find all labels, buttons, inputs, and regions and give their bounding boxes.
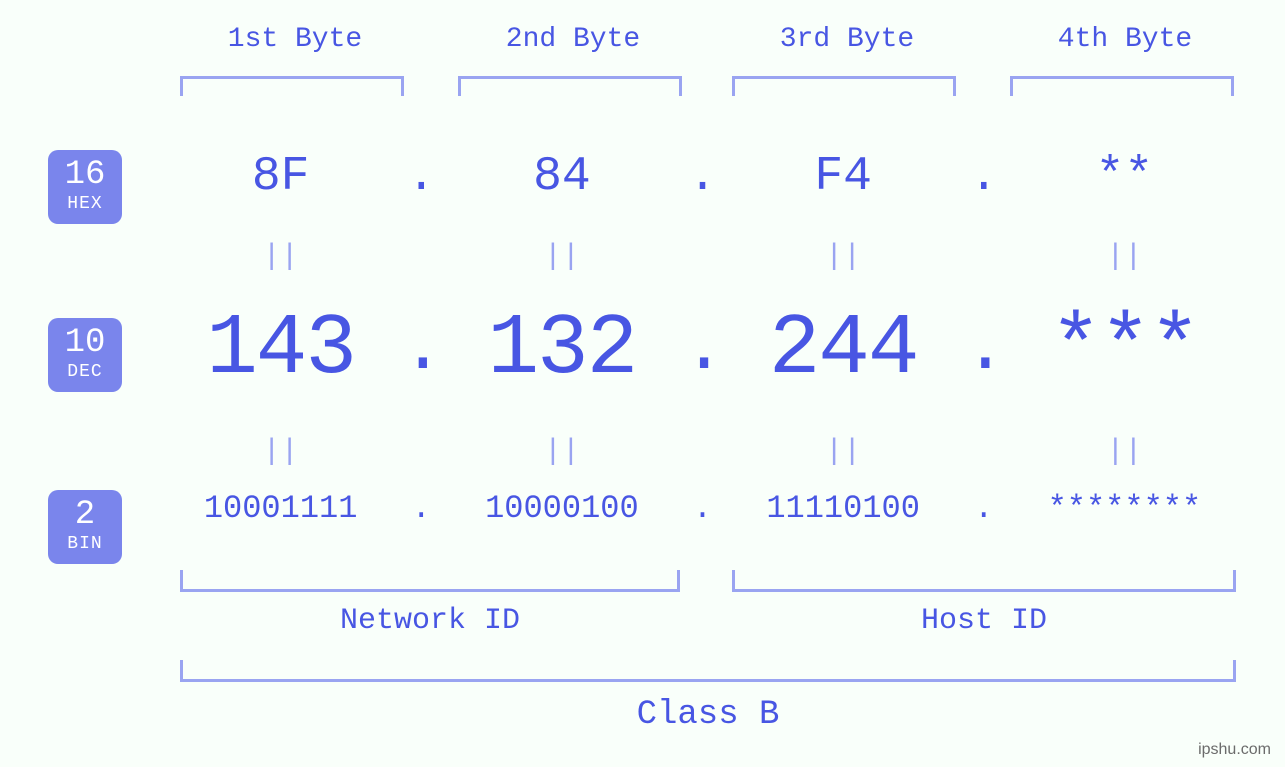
badge-hex: 16 HEX <box>48 150 122 224</box>
dec-byte-3: 244 <box>723 300 964 398</box>
row-dec: 143 . 132 . 244 . *** <box>160 300 1245 398</box>
dot: . <box>401 308 441 390</box>
equals-row-2: ||. ||. ||. || <box>160 435 1245 469</box>
badge-bin: 2 BIN <box>48 490 122 564</box>
hex-byte-4: ** <box>1004 150 1245 204</box>
label-network-id: Network ID <box>180 604 680 638</box>
dec-byte-4: *** <box>1004 300 1245 398</box>
equals: || <box>723 435 964 469</box>
dec-byte-2: 132 <box>441 300 682 398</box>
equals: || <box>723 240 964 274</box>
equals: || <box>1004 240 1245 274</box>
dot: . <box>964 150 1004 204</box>
equals: || <box>160 435 401 469</box>
dot: . <box>964 308 1004 390</box>
byte-label-1: 1st Byte <box>180 24 410 55</box>
equals: || <box>160 240 401 274</box>
label-host-id: Host ID <box>732 604 1236 638</box>
equals-row-1: ||. ||. ||. || <box>160 240 1245 274</box>
badge-bin-abbr: BIN <box>48 534 122 554</box>
bin-byte-3: 11110100 <box>723 490 964 527</box>
hex-byte-3: F4 <box>723 150 964 204</box>
badge-bin-base: 2 <box>48 498 122 532</box>
row-bin: 10001111 . 10000100 . 11110100 . *******… <box>160 490 1245 527</box>
row-hex: 8F . 84 . F4 . ** <box>160 150 1245 204</box>
byte-label-2: 2nd Byte <box>458 24 688 55</box>
equals: || <box>441 240 682 274</box>
bracket-byte-3 <box>732 76 956 96</box>
bin-byte-2: 10000100 <box>441 490 682 527</box>
dot: . <box>401 150 441 204</box>
equals: || <box>1004 435 1245 469</box>
dec-byte-1: 143 <box>160 300 401 398</box>
badge-dec-abbr: DEC <box>48 362 122 382</box>
bracket-class <box>180 660 1236 682</box>
bracket-byte-2 <box>458 76 682 96</box>
bracket-host-id <box>732 570 1236 592</box>
badge-hex-abbr: HEX <box>48 194 122 214</box>
dot: . <box>683 150 723 204</box>
byte-label-3: 3rd Byte <box>732 24 962 55</box>
label-class: Class B <box>180 696 1236 734</box>
bin-byte-4: ******** <box>1004 490 1245 527</box>
bracket-byte-4 <box>1010 76 1234 96</box>
hex-byte-2: 84 <box>441 150 682 204</box>
equals: || <box>441 435 682 469</box>
dot: . <box>683 490 723 527</box>
dot: . <box>964 490 1004 527</box>
hex-byte-1: 8F <box>160 150 401 204</box>
bracket-network-id <box>180 570 680 592</box>
ip-notation-diagram: 1st Byte 2nd Byte 3rd Byte 4th Byte 16 H… <box>0 0 1285 767</box>
badge-dec: 10 DEC <box>48 318 122 392</box>
byte-label-4: 4th Byte <box>1010 24 1240 55</box>
bin-byte-1: 10001111 <box>160 490 401 527</box>
bracket-byte-1 <box>180 76 404 96</box>
dot: . <box>401 490 441 527</box>
badge-dec-base: 10 <box>48 326 122 360</box>
dot: . <box>683 308 723 390</box>
watermark: ipshu.com <box>1198 741 1271 759</box>
badge-hex-base: 16 <box>48 158 122 192</box>
